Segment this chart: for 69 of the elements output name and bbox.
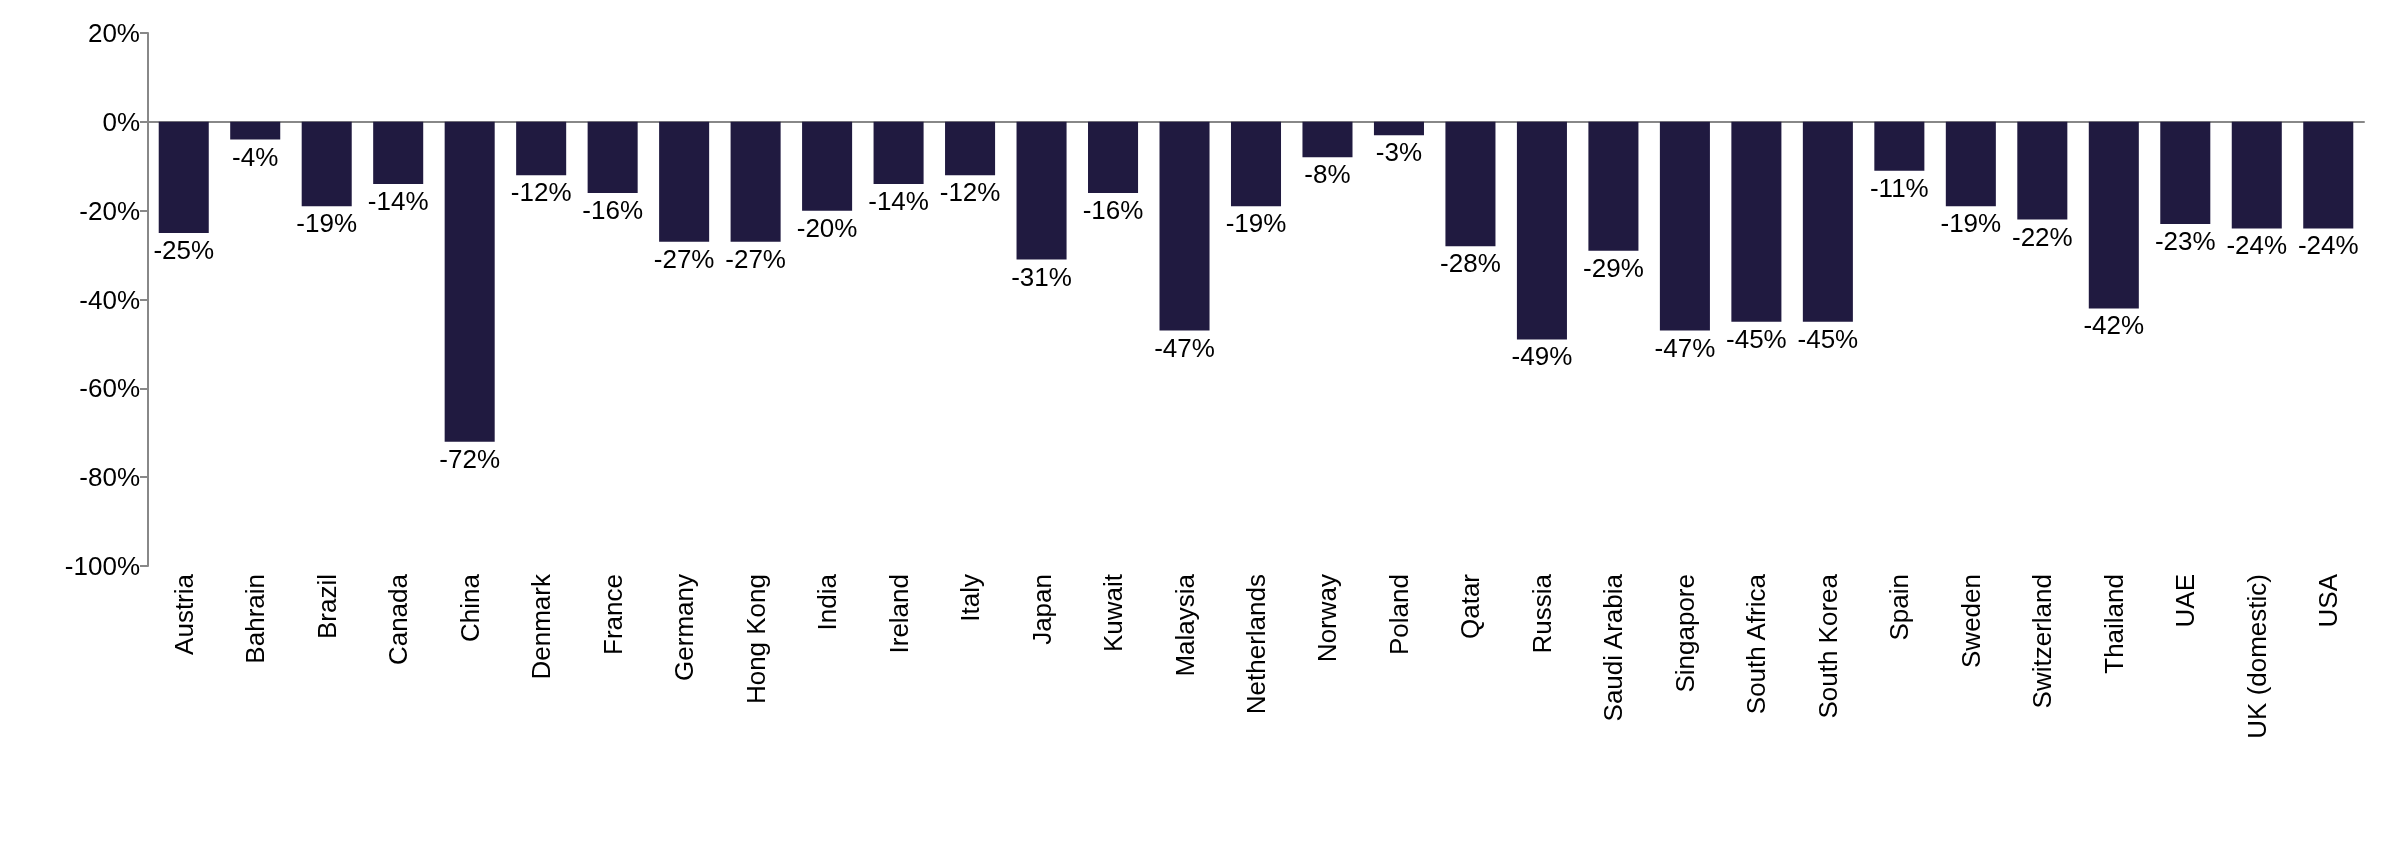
y-tick-label: -20% (79, 195, 140, 226)
data-label: -47% (1654, 332, 1716, 363)
y-tick-label: 0% (102, 106, 140, 137)
y-tick-label: -80% (79, 462, 140, 493)
data-label: -19% (1940, 208, 2002, 239)
x-tick-label: Netherlands (1241, 574, 1271, 715)
data-label: -22% (2011, 221, 2073, 252)
data-label: -25% (153, 234, 215, 265)
x-tick-label: Thailand (2098, 574, 2129, 674)
x-tick-label: Qatar (1455, 573, 1486, 640)
data-label: -29% (1583, 252, 1644, 283)
x-tick-label: Switzerland (2027, 574, 2058, 709)
x-tick-label: USA (2313, 573, 2344, 628)
data-label: -12% (939, 177, 1001, 208)
x-tick-label: South Korea (1812, 573, 1843, 719)
x-tick-label: South Africa (1741, 573, 1772, 715)
x-tick-label: China (454, 573, 485, 642)
x-tick-label: Brazil (311, 574, 342, 640)
x-tick-label: Kuwait (1098, 573, 1129, 653)
y-tick-label: -40% (79, 284, 140, 315)
data-label: -14% (868, 186, 929, 217)
data-label: -27% (725, 243, 786, 274)
data-label: -49% (1511, 341, 1573, 372)
data-label: -19% (1225, 208, 1287, 239)
x-tick-label: Norway (1312, 574, 1343, 663)
x-tick-label: Malaysia (1169, 573, 1200, 677)
data-label: -11% (1869, 172, 1929, 203)
y-tick-label: 20% (87, 18, 140, 48)
data-label: -16% (1082, 194, 1144, 225)
x-tick-label: Spain (1884, 574, 1915, 641)
data-label: -28% (1440, 248, 1501, 279)
data-label: -72% (439, 443, 501, 474)
x-tick-label: France (597, 574, 628, 655)
x-tick-label: UAE (2170, 574, 2201, 628)
data-label: -8% (1304, 159, 1351, 190)
x-tick-label: Germany (669, 574, 700, 681)
x-tick-label: Poland (1383, 574, 1414, 655)
x-tick-label: UK (domestic) (2241, 574, 2272, 739)
x-tick-label: Saudi Arabia (1598, 573, 1629, 722)
data-label: -12% (510, 177, 572, 208)
data-label: -14% (367, 186, 429, 217)
data-label: -45% (1797, 323, 1859, 354)
x-tick-label: India (812, 573, 843, 631)
x-tick-label: Ireland (883, 574, 914, 654)
data-label: -16% (582, 194, 643, 225)
y-tick-label: -100% (64, 551, 140, 581)
x-tick-label: Japan (1026, 574, 1057, 645)
x-tick-label: Italy (955, 574, 986, 622)
x-tick-label: Hong Kong (740, 574, 771, 705)
data-label: -47% (1154, 332, 1215, 363)
data-label: -19% (296, 208, 358, 239)
x-tick-label: Singapore (1669, 574, 1700, 693)
data-label: -3% (1375, 137, 1423, 168)
x-tick-label: Sweden (1955, 574, 1986, 668)
data-label: -31% (1011, 261, 1072, 292)
data-label: -42% (2083, 310, 2145, 341)
x-tick-label: Russia (1526, 573, 1557, 654)
y-tick-label: -60% (79, 373, 140, 404)
data-label: -20% (796, 212, 858, 243)
data-label: -4% (232, 141, 279, 172)
data-label: -24% (2226, 230, 2288, 261)
data-label: -23% (2154, 225, 2216, 256)
x-tick-label: Denmark (526, 573, 557, 680)
data-label: -24% (2297, 230, 2359, 261)
x-tick-label: Bahrain (240, 574, 271, 664)
x-tick-label: Canada (383, 573, 414, 666)
x-tick-label: Austria (168, 573, 199, 655)
data-label: -45% (1726, 323, 1787, 354)
data-label: -27% (653, 243, 715, 274)
